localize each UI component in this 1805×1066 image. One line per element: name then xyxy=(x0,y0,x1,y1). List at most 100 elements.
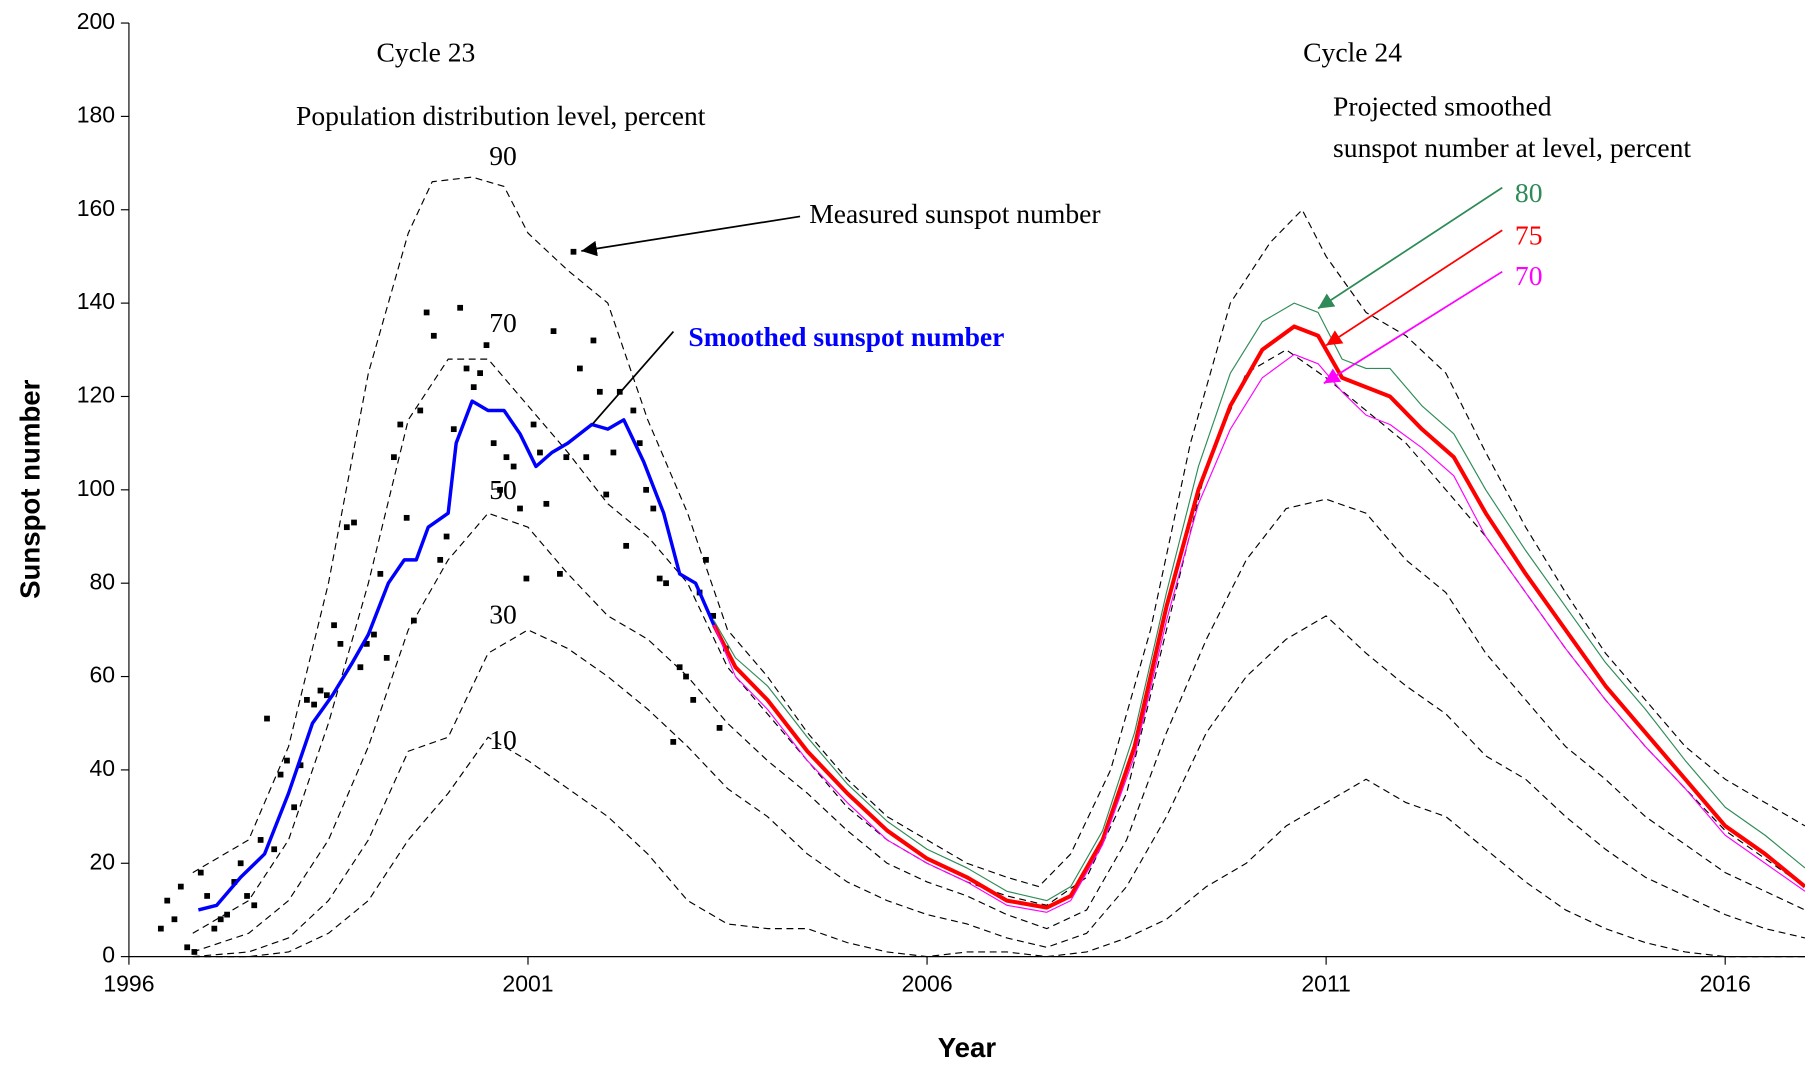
data-point xyxy=(284,757,290,764)
data-point xyxy=(397,421,404,428)
data-point xyxy=(257,837,264,843)
y-tick-label: 160 xyxy=(77,195,115,221)
y-tick-label: 180 xyxy=(77,101,115,127)
data-point xyxy=(470,384,477,391)
data-point xyxy=(603,491,610,498)
data-point xyxy=(277,771,284,778)
arrow xyxy=(1317,186,1503,310)
line-series xyxy=(712,324,1805,910)
arrow xyxy=(1323,270,1503,385)
data-point xyxy=(217,916,224,923)
data-point xyxy=(204,893,211,899)
data-point xyxy=(164,897,171,904)
annotation: Projected smoothed xyxy=(1333,91,1552,122)
data-point xyxy=(537,449,543,456)
y-tick-label: 40 xyxy=(90,755,116,781)
data-point xyxy=(670,739,677,745)
data-point xyxy=(530,421,537,428)
data-point xyxy=(550,328,557,335)
series-label: 50 xyxy=(489,474,517,505)
data-point xyxy=(563,454,570,461)
annotation: sunspot number at level, percent xyxy=(1333,132,1691,163)
data-point xyxy=(517,505,523,512)
x-tick-label: 2006 xyxy=(901,970,952,996)
data-point xyxy=(343,524,350,531)
data-point xyxy=(483,342,490,349)
data-point xyxy=(317,687,324,694)
data-point xyxy=(443,533,450,540)
data-point xyxy=(377,570,384,577)
data-point xyxy=(596,388,603,395)
data-point xyxy=(351,519,357,526)
x-tick-label: 2016 xyxy=(1700,970,1751,996)
data-point xyxy=(430,332,437,339)
y-tick-label: 140 xyxy=(77,288,115,314)
data-point xyxy=(710,612,717,619)
data-point xyxy=(610,449,617,456)
y-tick-label: 120 xyxy=(77,382,115,408)
data-point xyxy=(251,902,258,909)
series-label: 80 xyxy=(1515,177,1543,208)
data-point xyxy=(510,463,517,470)
data-point xyxy=(291,804,298,811)
series-label: 75 xyxy=(1515,220,1543,251)
x-tick-label: 2001 xyxy=(502,970,553,996)
data-point xyxy=(311,701,317,708)
series-label: 70 xyxy=(489,307,517,338)
annotation: Cycle 23 xyxy=(376,37,475,68)
arrow xyxy=(1325,229,1503,347)
data-point xyxy=(463,365,470,372)
data-point xyxy=(357,664,364,671)
arrows xyxy=(581,186,1503,425)
data-point xyxy=(557,570,563,577)
data-point xyxy=(423,309,430,316)
line-series xyxy=(713,302,1805,902)
arrow xyxy=(581,215,801,257)
plot-area: 0 20 40 60 80 100 120 140 160 180 200 1996 2001 2006 2… xyxy=(77,8,1805,996)
line-series xyxy=(192,736,1805,958)
data-point xyxy=(716,725,723,731)
data-point xyxy=(231,879,238,885)
y-tick-label: 60 xyxy=(90,662,116,688)
line-series xyxy=(713,353,1805,913)
data-point xyxy=(211,925,218,932)
data-point xyxy=(331,622,337,629)
data-point xyxy=(656,575,663,582)
data-point xyxy=(157,925,164,932)
data-point xyxy=(403,514,410,521)
data-point xyxy=(497,486,503,493)
annotation: Cycle 24 xyxy=(1303,37,1402,68)
x-axis-label: Year xyxy=(938,1032,997,1063)
x-tick-label: 1996 xyxy=(103,970,154,996)
data-point xyxy=(457,304,464,311)
line-series xyxy=(192,615,1805,958)
line-series xyxy=(192,176,1805,888)
annotation: Population distribution level, percent xyxy=(296,100,706,131)
series-label: 70 xyxy=(1515,260,1543,291)
data-point xyxy=(391,454,397,461)
data-point xyxy=(337,640,344,647)
data-point xyxy=(630,407,637,414)
data-point xyxy=(264,715,270,722)
data-point xyxy=(570,248,577,255)
data-point xyxy=(371,631,377,638)
data-point xyxy=(643,486,649,493)
data-point xyxy=(590,337,597,344)
data-point xyxy=(690,697,697,703)
series-label: 10 xyxy=(489,724,517,755)
y-tick-label: 20 xyxy=(90,848,116,874)
y-tick-label: 0 xyxy=(102,942,115,968)
y-tick-label: 200 xyxy=(77,8,115,34)
line-series xyxy=(192,498,1805,953)
data-point xyxy=(523,575,530,582)
data-point xyxy=(503,454,510,461)
data-point xyxy=(676,664,683,671)
data-point xyxy=(271,846,278,853)
data-point xyxy=(450,426,457,433)
data-point xyxy=(297,762,304,769)
data-point xyxy=(171,916,178,923)
data-point xyxy=(543,500,550,507)
y-axis-label: Sunspot number xyxy=(15,379,46,599)
data-point xyxy=(683,673,689,680)
data-point xyxy=(304,697,310,703)
